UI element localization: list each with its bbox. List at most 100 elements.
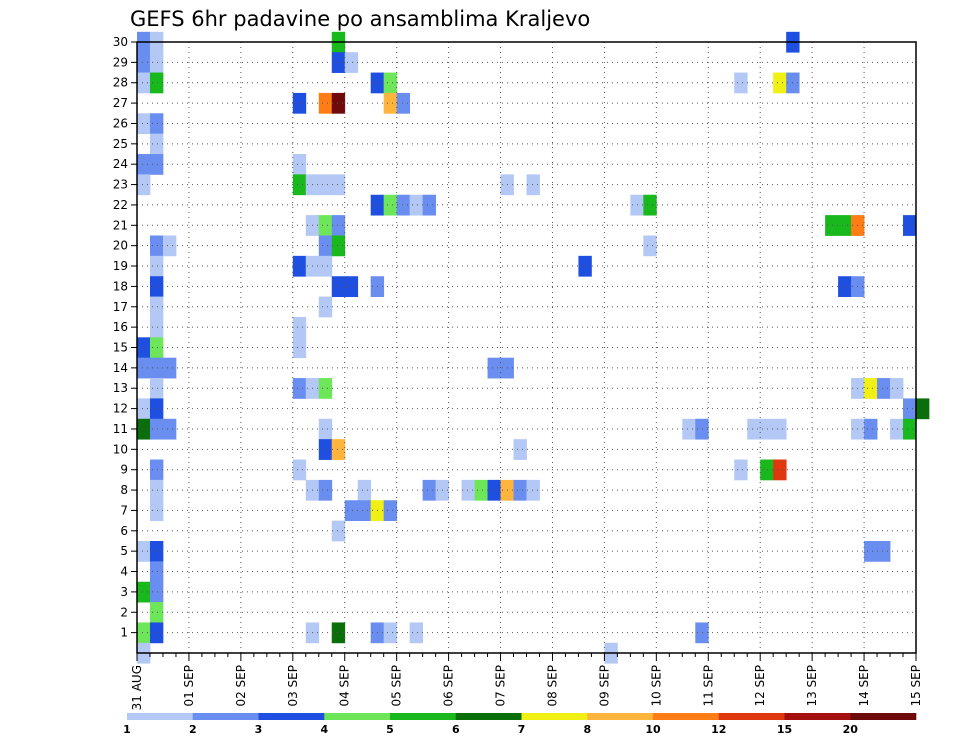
colorbar-swatch <box>784 713 851 720</box>
y-tick-label: 25 <box>113 137 128 151</box>
heatmap-cell <box>292 378 307 399</box>
heatmap-cell <box>149 316 164 338</box>
y-tick-label: 3 <box>120 585 128 599</box>
heatmap-cell <box>396 194 411 216</box>
heatmap-cell <box>318 174 333 196</box>
y-tick-label: 9 <box>120 463 128 477</box>
heatmap-cell <box>526 174 540 196</box>
y-tick-label: 4 <box>120 565 128 579</box>
heatmap-cell <box>903 398 917 420</box>
heatmap-cell <box>137 337 151 359</box>
plot-frame <box>136 41 917 654</box>
heatmap-cell <box>137 113 151 135</box>
y-tick-label: 11 <box>113 422 128 436</box>
x-tick-label: 31 AUG <box>130 665 144 710</box>
heatmap-cell <box>149 398 164 420</box>
y-tick-label: 17 <box>113 300 128 314</box>
y-tick-label: 24 <box>113 157 128 171</box>
y-tick-label: 30 <box>113 35 128 49</box>
x-tick-label: 03 SEP <box>286 665 300 707</box>
y-tick-label: 6 <box>120 524 128 538</box>
heatmap-cell <box>760 459 774 481</box>
heatmap-cell <box>383 92 398 114</box>
heatmap-cell <box>331 622 346 644</box>
heatmap-cell <box>331 52 346 73</box>
heatmap-cell <box>890 418 904 440</box>
colorbar: 1 2 3 4 5 6 7 8 10 12 15 20 <box>123 713 917 736</box>
heatmap-cell <box>773 459 787 481</box>
y-tick-label: 27 <box>113 96 128 110</box>
colorbar-swatch <box>521 713 588 720</box>
y-tick-label: 28 <box>113 76 128 90</box>
colorbar-label: 8 <box>583 723 591 736</box>
heatmap-cell <box>747 418 761 440</box>
x-tick-label: 04 SEP <box>338 665 352 707</box>
heatmap-cell <box>149 459 164 481</box>
colorbar-label: 6 <box>452 723 460 736</box>
heatmap-cells <box>137 31 930 664</box>
heatmap-cell <box>149 276 164 297</box>
heatmap-cell <box>137 581 151 603</box>
heatmap-cell <box>318 92 333 114</box>
x-tick-label: 07 SEP <box>494 665 508 707</box>
colorbar-label: 4 <box>320 723 328 736</box>
heatmap-cell <box>137 174 151 196</box>
colorbar-swatch <box>127 713 194 720</box>
x-tick-label: 05 SEP <box>390 665 404 707</box>
heatmap-cell <box>760 418 774 440</box>
heatmap-cell <box>695 622 709 644</box>
x-axis: 31 AUG 01 SEP 02 SEP 03 SEP 04 SEP 05 SEP 06 S… <box>130 653 923 710</box>
heatmap-cell <box>137 622 151 644</box>
heatmap-cell <box>149 581 164 603</box>
heatmap-cell <box>838 215 852 236</box>
heatmap-cell <box>292 337 307 359</box>
heatmap-cell <box>318 235 333 257</box>
colorbar-label: 5 <box>386 723 394 736</box>
heatmap-cell <box>487 479 501 501</box>
colorbar-label: 2 <box>189 723 197 736</box>
heatmap-cell <box>149 561 164 583</box>
heatmap-cell <box>864 378 878 399</box>
heatmap-cell <box>331 439 346 460</box>
heatmap-cell <box>137 418 151 440</box>
heatmap-cell <box>578 255 592 277</box>
heatmap-cell <box>344 500 359 522</box>
colorbar-swatch <box>653 713 720 720</box>
y-tick-label: 23 <box>113 178 128 192</box>
colorbar-swatch <box>718 713 785 720</box>
colorbar-label: 12 <box>711 723 726 736</box>
heatmap-cell <box>149 72 164 94</box>
heatmap-cell <box>149 479 164 501</box>
y-tick-label: 7 <box>120 503 128 517</box>
heatmap-cell <box>292 154 307 175</box>
heatmap-cell <box>383 72 398 94</box>
heatmap-cell <box>149 622 164 644</box>
colorbar-label: 10 <box>645 723 661 736</box>
colorbar-swatch <box>850 713 917 720</box>
y-tick-label: 16 <box>113 320 128 334</box>
heatmap-cell <box>292 174 307 196</box>
chart-title: GEFS 6hr padavine po ansamblima Kraljevo <box>130 7 590 31</box>
heatmap-cell <box>916 398 930 420</box>
heatmap-cell <box>734 72 748 94</box>
x-tick-label: 08 SEP <box>546 665 560 707</box>
heatmap-cell <box>149 52 164 73</box>
heatmap-cell <box>137 52 151 73</box>
x-tick-label: 10 SEP <box>649 665 663 707</box>
heatmap-cell <box>331 92 346 114</box>
colorbar-swatch <box>192 713 259 720</box>
x-tick-label: 09 SEP <box>597 665 611 707</box>
heatmap-cell <box>409 194 424 216</box>
heatmap-cell <box>526 479 540 501</box>
x-tick-label: 06 SEP <box>442 665 456 707</box>
y-tick-label: 2 <box>120 605 128 619</box>
heatmap-cell <box>292 316 307 338</box>
heatmap-cell <box>149 540 164 562</box>
heatmap-cell <box>344 276 359 297</box>
heatmap-cell <box>643 194 657 216</box>
heatmap-cell <box>513 439 527 460</box>
heatmap-cell <box>864 540 878 562</box>
x-tick-label: 01 SEP <box>182 665 196 707</box>
y-tick-label: 14 <box>113 361 128 375</box>
